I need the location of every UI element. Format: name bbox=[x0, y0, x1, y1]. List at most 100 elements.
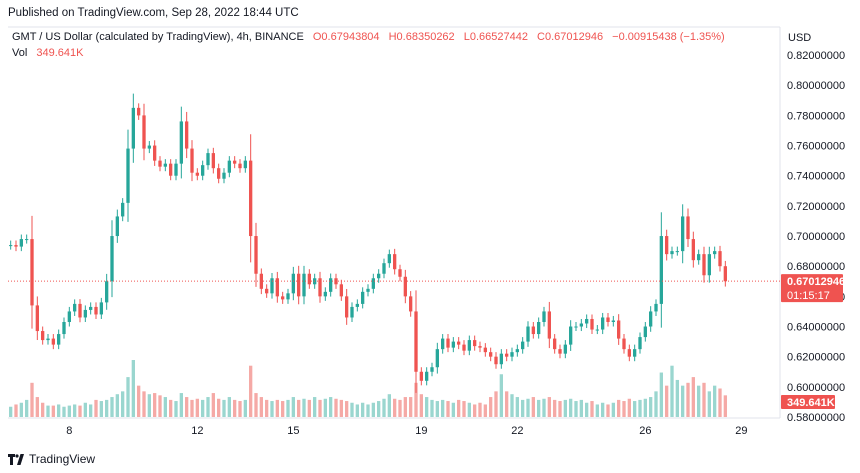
volume-bar bbox=[105, 399, 109, 417]
candle-body bbox=[153, 145, 157, 161]
candle-body bbox=[254, 236, 258, 274]
candle-body bbox=[217, 168, 221, 179]
tradingview-logo[interactable]: TradingView bbox=[8, 452, 95, 466]
candle-body bbox=[227, 160, 231, 173]
volume-bar bbox=[78, 405, 82, 417]
candle-body bbox=[89, 306, 93, 310]
candle-body bbox=[526, 326, 530, 342]
currency-label[interactable]: USD bbox=[788, 32, 812, 44]
volume-bar bbox=[121, 391, 125, 417]
candle-body bbox=[622, 338, 626, 350]
volume-bar bbox=[499, 374, 503, 417]
candle-body bbox=[457, 341, 461, 345]
candle-body bbox=[158, 160, 162, 167]
candle-body bbox=[563, 344, 567, 354]
candle-body bbox=[494, 356, 498, 365]
candle-body bbox=[537, 322, 541, 335]
candle-body bbox=[339, 284, 343, 297]
candle-body bbox=[371, 278, 375, 289]
published-caption: Published on TradingView.com, Sep 28, 20… bbox=[8, 7, 299, 19]
volume-bar bbox=[201, 399, 205, 417]
candle-body bbox=[25, 239, 29, 241]
volume-bar bbox=[19, 402, 23, 417]
candle-body bbox=[366, 288, 370, 292]
candle-body bbox=[569, 326, 573, 345]
volume-bar bbox=[681, 385, 685, 417]
volume-bar bbox=[627, 398, 631, 417]
volume-bar bbox=[521, 399, 525, 417]
volume-bar bbox=[345, 401, 349, 417]
volume-label[interactable]: Vol bbox=[12, 47, 28, 59]
candle-body bbox=[697, 254, 701, 261]
tradingview-logo-icon bbox=[8, 453, 24, 465]
volume-bar bbox=[601, 402, 605, 417]
volume-bar bbox=[537, 399, 541, 417]
volume-bar bbox=[137, 385, 141, 417]
volume-bar bbox=[163, 397, 167, 417]
volume-bar bbox=[691, 377, 695, 417]
candle-body bbox=[430, 367, 434, 372]
volume-bar bbox=[222, 399, 226, 417]
volume-bar bbox=[302, 398, 306, 417]
candle-body bbox=[499, 353, 503, 365]
candle-body bbox=[110, 236, 114, 282]
volume-bar bbox=[51, 405, 55, 417]
candle-body bbox=[115, 216, 119, 237]
volume-bar bbox=[350, 402, 354, 417]
volume-bar bbox=[238, 401, 242, 417]
volume-bar bbox=[483, 404, 487, 417]
time-tick-label: 19 bbox=[415, 425, 427, 437]
volume-bar bbox=[275, 399, 279, 417]
candle-body bbox=[441, 338, 445, 350]
volume-bar bbox=[233, 399, 237, 417]
candle-body bbox=[259, 273, 263, 289]
volume-bar bbox=[243, 399, 247, 417]
volume-bar bbox=[355, 404, 359, 417]
candle-body bbox=[681, 216, 685, 252]
candle-body bbox=[393, 254, 397, 270]
candle-body bbox=[334, 278, 338, 285]
candle-body bbox=[382, 263, 386, 274]
candle-body bbox=[435, 349, 439, 368]
volume-bar bbox=[505, 391, 509, 417]
volume-bar bbox=[441, 399, 445, 417]
candle-body bbox=[707, 254, 711, 276]
candle-body bbox=[94, 306, 98, 315]
volume-bar bbox=[185, 397, 189, 417]
volume-bar bbox=[110, 397, 114, 417]
volume-bar bbox=[585, 402, 589, 417]
price-tick-label: 0.62000000 bbox=[787, 352, 845, 364]
candle-body bbox=[414, 311, 418, 372]
countdown-label: 01:15:17 bbox=[787, 290, 830, 302]
symbol-title[interactable]: GMT / US Dollar (calculated by TradingVi… bbox=[12, 31, 304, 43]
volume-bar bbox=[195, 398, 199, 417]
volume-bar bbox=[217, 398, 221, 417]
volume-bar bbox=[83, 402, 87, 417]
candle-body bbox=[675, 251, 679, 253]
candle-body bbox=[542, 311, 546, 322]
time-tick-label: 8 bbox=[66, 425, 72, 437]
candle-body bbox=[473, 340, 477, 347]
candle-body bbox=[686, 216, 690, 240]
volume-bar bbox=[254, 393, 258, 417]
candle-body bbox=[174, 163, 178, 176]
candle-body bbox=[505, 353, 509, 357]
volume-bar bbox=[334, 398, 338, 417]
candle-body bbox=[670, 251, 674, 255]
volume-bar bbox=[713, 385, 717, 417]
candle-body bbox=[446, 338, 450, 348]
volume-bar bbox=[62, 406, 66, 417]
volume-bar bbox=[153, 393, 157, 417]
change-value: −0.00915438 (−1.35%) bbox=[612, 31, 725, 43]
volume-bar bbox=[57, 404, 61, 417]
volume-bar bbox=[25, 399, 29, 417]
volume-bar bbox=[147, 394, 151, 417]
volume-bar bbox=[515, 397, 519, 417]
volume-bar bbox=[473, 404, 477, 417]
candle-body bbox=[489, 352, 493, 357]
volume-bar bbox=[446, 401, 450, 417]
volume-bar bbox=[41, 402, 45, 417]
volume-bar bbox=[382, 398, 386, 417]
candle-body bbox=[654, 303, 658, 312]
